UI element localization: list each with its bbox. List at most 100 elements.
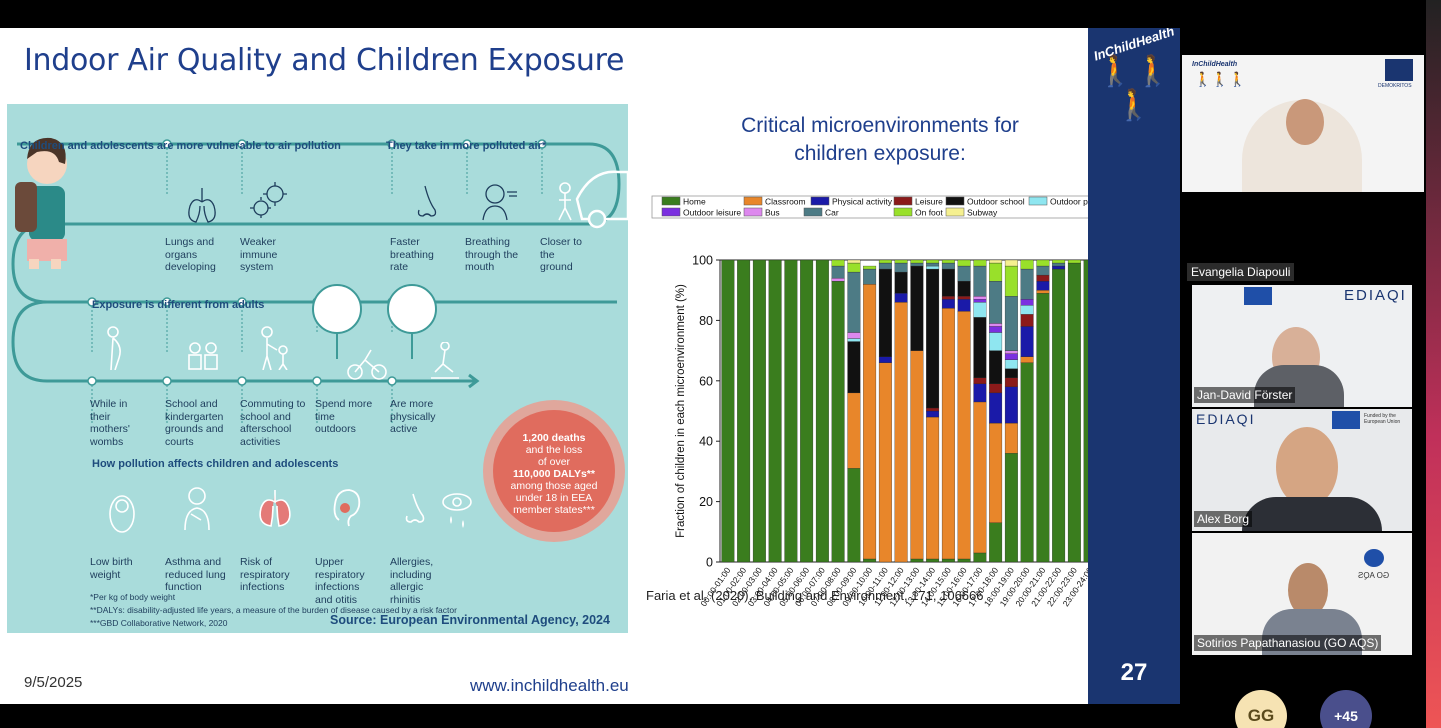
bar-segment: [941, 259, 955, 264]
eu-flag-icon: [1244, 287, 1272, 305]
legend-swatch: [810, 196, 830, 206]
bar-segment: [863, 558, 877, 563]
bar-segment: [910, 558, 924, 563]
legend-label: Leisure: [915, 197, 943, 207]
bar-segment: [989, 422, 1003, 523]
bar-segment: [847, 259, 861, 264]
allergy-nose-icon: [405, 493, 425, 523]
bar-segment: [800, 259, 814, 563]
bar-segment: [1036, 280, 1050, 291]
legend-label: Outdoor school: [967, 197, 1025, 207]
tile-brand-demokritos: DEMOKRITOS: [1378, 83, 1412, 89]
bar-segment: [973, 383, 987, 403]
bar-segment: [941, 299, 955, 309]
bar-segment: [941, 268, 955, 297]
bar-segment: [847, 262, 861, 273]
bar-segment: [926, 558, 940, 563]
bar-segment: [973, 552, 987, 563]
citation: Faria et al. (2020), Building and Enviro…: [646, 588, 984, 603]
bar-segment: [815, 259, 829, 563]
label-otitis: Upper respiratory infections and otitis: [315, 556, 365, 606]
y-tick-label: 100: [692, 254, 713, 268]
nose-icon: [417, 185, 437, 217]
bar-segment: [941, 296, 955, 300]
legend-label: Bus: [765, 208, 780, 218]
bar-segment: [989, 259, 1003, 264]
lungs-icon: [188, 188, 216, 223]
bar-segment: [1020, 305, 1034, 315]
video-tile-speaker[interactable]: InChildHealth 🚶🚶🚶 DEMOKRITOS: [1182, 55, 1424, 192]
bar-segment: [784, 259, 798, 563]
bar-segment: [863, 265, 877, 270]
legend-swatch: [893, 196, 913, 206]
y-tick-label: 20: [699, 495, 713, 509]
speaker-face: [1286, 99, 1324, 145]
allergy-icon: [442, 493, 472, 528]
bar-segment: [910, 350, 924, 560]
participant-body: [1242, 497, 1382, 531]
bar-segment: [941, 308, 955, 560]
legend-label: On foot: [915, 208, 944, 218]
bar-segment: [973, 296, 987, 300]
bar-segment: [768, 259, 782, 563]
legend-swatch: [661, 196, 681, 206]
bar-segment: [863, 284, 877, 560]
y-tick-label: 40: [699, 435, 713, 449]
bar-segment: [847, 271, 861, 333]
bicycle-icon: [347, 349, 387, 380]
video-tile-jan-david[interactable]: EDIAQI Jan-David Förster: [1192, 285, 1412, 407]
video-tile-sotirios[interactable]: GO AQS Sotirios Papathanasiou (GO AQS): [1192, 533, 1412, 655]
bar-segment: [878, 262, 892, 270]
participant-face: [1288, 563, 1328, 617]
bar-segment: [847, 332, 861, 339]
bar-segment: [910, 265, 924, 351]
bar-segment: [1004, 353, 1018, 360]
bar-segment: [847, 468, 861, 563]
video-tile-alex[interactable]: EDIAQI Funded by the European Union Alex…: [1192, 409, 1412, 531]
heading-vulnerable: Children and adolescents are more vulner…: [20, 140, 341, 152]
heading-exposure: Exposure is different from adults: [92, 299, 265, 311]
chart-title: Critical microenvironments for children …: [700, 112, 1060, 168]
chart-title-line2: children exposure:: [794, 142, 966, 165]
legend-label: Subway: [967, 208, 998, 218]
y-tick-label: 60: [699, 374, 713, 388]
bar-segment: [1004, 359, 1018, 369]
stat-aged: among those aged: [510, 480, 598, 492]
heading-effects: How pollution affects children and adole…: [92, 458, 339, 470]
bar-segment: [1052, 268, 1066, 563]
participant-avatar-gg[interactable]: GG: [1235, 690, 1287, 728]
bar-segment: [721, 259, 735, 563]
bar-segment: [878, 259, 892, 264]
bar-segment: [989, 323, 1003, 327]
bar-segment: [926, 262, 940, 267]
bar-segment: [926, 410, 940, 418]
bar-segment: [1036, 290, 1050, 294]
bar-segment: [910, 259, 924, 264]
presentation-slide: Indoor Air Quality and Children Exposure: [0, 28, 1180, 704]
window-edge-strip: [1426, 0, 1441, 728]
more-participants-button[interactable]: +45: [1320, 690, 1372, 728]
participant-name: Alex Borg: [1194, 511, 1253, 527]
bar-segment: [957, 280, 971, 297]
bar-segment: [1036, 265, 1050, 276]
legend-swatch: [945, 196, 965, 206]
bar-segment: [1052, 265, 1066, 270]
bar-segment: [973, 377, 987, 384]
bar-segment: [941, 558, 955, 563]
bar-segment: [1036, 274, 1050, 282]
bar-segment: [752, 259, 766, 563]
footnote-2: **DALYs: disability-adjusted life years,…: [90, 605, 457, 615]
bar-segment: [831, 280, 845, 563]
bar-segment: [1020, 362, 1034, 563]
label-immune: Weaker immune system: [240, 236, 278, 273]
bar-segment: [957, 558, 971, 563]
bar-segment: [957, 311, 971, 560]
bar-segment: [989, 326, 1003, 333]
legend-swatch: [945, 207, 965, 217]
bar-segment: [831, 259, 845, 267]
bar-segment: [941, 262, 955, 270]
bar-segment: [878, 356, 892, 363]
participant-name: Jan-David Förster: [1194, 387, 1296, 403]
virus-icon: [250, 182, 287, 218]
eea-infographic: Children and adolescents are more vulner…: [7, 104, 628, 633]
